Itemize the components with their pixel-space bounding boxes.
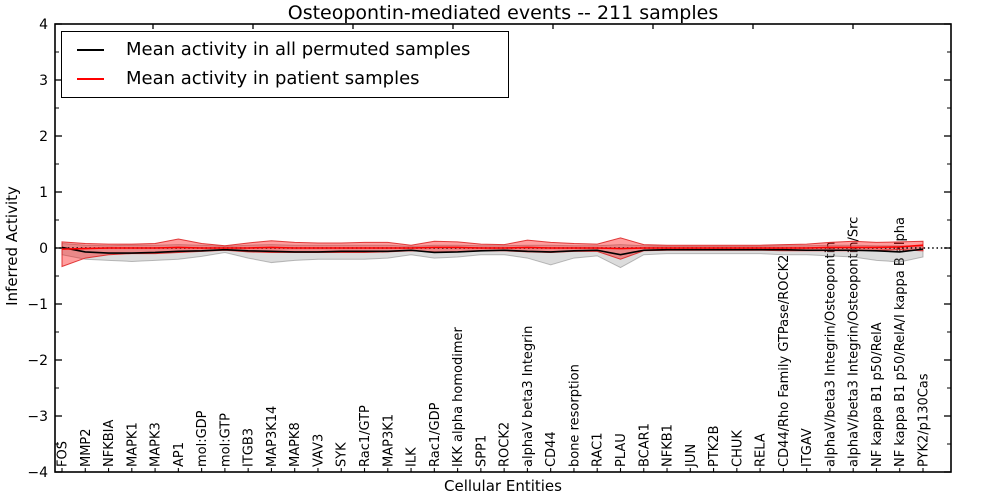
- x-tick-label: MAP3K1: [381, 414, 396, 467]
- x-tick-label: Rac1/GDP: [428, 402, 443, 467]
- x-tick-label: PYK2/p130Cas: [917, 373, 932, 467]
- legend-item-permuted: Mean activity in all permuted samples: [62, 35, 508, 64]
- x-tick-label: RAC1: [591, 432, 606, 467]
- legend-item-label: Mean activity in patient samples: [126, 68, 420, 89]
- x-axis-label: Cellular Entities: [444, 477, 562, 495]
- x-tick-label: Rac1/GTP: [358, 405, 373, 467]
- x-tick-label: PTK2B: [707, 426, 722, 468]
- x-tick-label: IKK alpha homodimer: [451, 326, 466, 467]
- x-tick-label: NFKB1: [661, 424, 676, 467]
- y-tick-label: 4: [39, 17, 48, 33]
- x-tick-label: alphaV/beta3 Integrin/Osteopontin/Src: [847, 217, 862, 467]
- x-tick-label: NF kappa B1 p50/RelA/I kappa B alpha: [893, 217, 908, 467]
- x-tick-label: MAPK3: [149, 422, 164, 467]
- x-tick-label: alphaV/beta3 Integrin/Osteopontin: [823, 242, 838, 467]
- x-tick-label: BCAR1: [637, 423, 652, 467]
- x-tick-label: FOS: [56, 441, 71, 467]
- y-tick-label: 2: [39, 129, 48, 145]
- patient-line-swatch: [77, 77, 104, 80]
- x-tick-label: VAV3: [311, 434, 326, 467]
- x-tick-label: alphaV beta3 Integrin: [521, 326, 536, 467]
- x-tick-label: CD44/Rho Family GTPase/ROCK2: [777, 255, 792, 467]
- x-tick-label: RELA: [754, 433, 769, 467]
- x-tick-label: SPP1: [474, 435, 489, 467]
- x-tick-label: mol:GTP: [218, 413, 233, 467]
- legend-item-patient: Mean activity in patient samples: [62, 64, 508, 93]
- y-tick-label: −4: [27, 465, 48, 481]
- legend: Mean activity in all permuted samples Me…: [61, 31, 509, 98]
- x-tick-label: MAPK1: [125, 422, 140, 467]
- chart-title: Osteopontin-mediated events -- 211 sampl…: [287, 2, 719, 24]
- x-tick-label: NF kappa B1 p50/RelA: [870, 322, 885, 467]
- x-tick-label: ROCK2: [498, 422, 513, 467]
- patient-range-band: [61, 237, 924, 268]
- x-tick-label: NFKBIA: [102, 420, 117, 467]
- y-tick-label: −1: [27, 297, 48, 313]
- y-tick-label: 0: [39, 241, 48, 257]
- x-tick-label: MMP2: [79, 428, 94, 467]
- x-tick-label: CD44: [544, 431, 559, 467]
- x-tick-label: bone resorption: [567, 364, 582, 467]
- y-tick-label: 1: [39, 185, 48, 201]
- x-tick-label: JUN: [684, 444, 699, 468]
- legend-item-label: Mean activity in all permuted samples: [126, 39, 471, 60]
- x-tick-label: PLAU: [614, 433, 629, 467]
- permuted-line-swatch: [77, 48, 104, 51]
- x-tick-label: AP1: [172, 442, 187, 467]
- x-tick-label: ITGB3: [242, 428, 257, 467]
- patient-mean-line: [61, 244, 924, 250]
- y-tick-label: 3: [39, 73, 48, 89]
- x-tick-label: MAP3K14: [265, 406, 280, 467]
- permuted-mean-line: [61, 246, 924, 256]
- x-tick-label: ITGAV: [800, 428, 815, 467]
- y-tick-label: −2: [27, 353, 48, 369]
- x-tick-label: MAPK8: [288, 422, 303, 467]
- x-tick-label: CHUK: [730, 430, 745, 467]
- y-axis-label: Inferred Activity: [3, 186, 21, 306]
- x-tick-label: ILK: [405, 447, 420, 467]
- y-tick-label: −3: [27, 409, 48, 425]
- x-tick-label: mol:GDP: [195, 410, 210, 467]
- x-tick-label: SYK: [335, 442, 350, 467]
